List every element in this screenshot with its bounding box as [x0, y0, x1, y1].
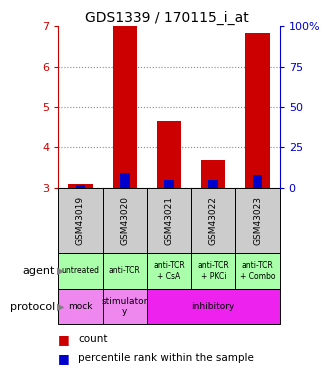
Bar — [147, 289, 280, 324]
Bar — [113, 26, 137, 188]
Text: mock: mock — [68, 302, 93, 311]
Bar — [58, 253, 103, 289]
Bar — [68, 184, 93, 188]
Text: GSM43023: GSM43023 — [253, 196, 262, 245]
Bar — [208, 180, 218, 188]
Text: ▶: ▶ — [57, 266, 64, 276]
Text: protocol: protocol — [10, 302, 55, 312]
Bar — [103, 289, 147, 324]
Bar — [120, 173, 130, 188]
Bar — [253, 175, 262, 188]
Text: count: count — [78, 334, 108, 344]
Bar — [235, 188, 280, 253]
Bar — [103, 188, 147, 253]
Bar — [201, 160, 225, 188]
Bar — [245, 33, 270, 188]
Text: untreated: untreated — [61, 266, 100, 275]
Bar — [191, 253, 235, 289]
Bar — [235, 253, 280, 289]
Text: GSM43021: GSM43021 — [165, 196, 173, 245]
Text: anti-TCR: anti-TCR — [109, 266, 141, 275]
Bar — [58, 289, 103, 324]
Text: anti-TCR
+ PKCi: anti-TCR + PKCi — [197, 261, 229, 280]
Bar — [191, 188, 235, 253]
Text: inhibitory: inhibitory — [191, 302, 235, 311]
Text: percentile rank within the sample: percentile rank within the sample — [78, 353, 254, 363]
Bar — [103, 253, 147, 289]
Text: ■: ■ — [58, 333, 70, 346]
Bar — [164, 180, 174, 188]
Text: GSM43020: GSM43020 — [120, 196, 129, 245]
Text: anti-TCR
+ CsA: anti-TCR + CsA — [153, 261, 185, 280]
Bar — [147, 188, 191, 253]
Text: agent: agent — [23, 266, 55, 276]
Text: ■: ■ — [58, 352, 70, 364]
Text: stimulator
y: stimulator y — [102, 297, 148, 316]
Text: anti-TCR
+ Combo: anti-TCR + Combo — [240, 261, 275, 280]
Bar — [157, 121, 181, 188]
Text: GDS1339 / 170115_i_at: GDS1339 / 170115_i_at — [85, 11, 248, 26]
Text: GSM43019: GSM43019 — [76, 196, 85, 245]
Bar — [58, 188, 103, 253]
Text: GSM43022: GSM43022 — [209, 196, 218, 245]
Bar — [76, 186, 85, 188]
Bar — [147, 253, 191, 289]
Text: ▶: ▶ — [57, 302, 64, 312]
